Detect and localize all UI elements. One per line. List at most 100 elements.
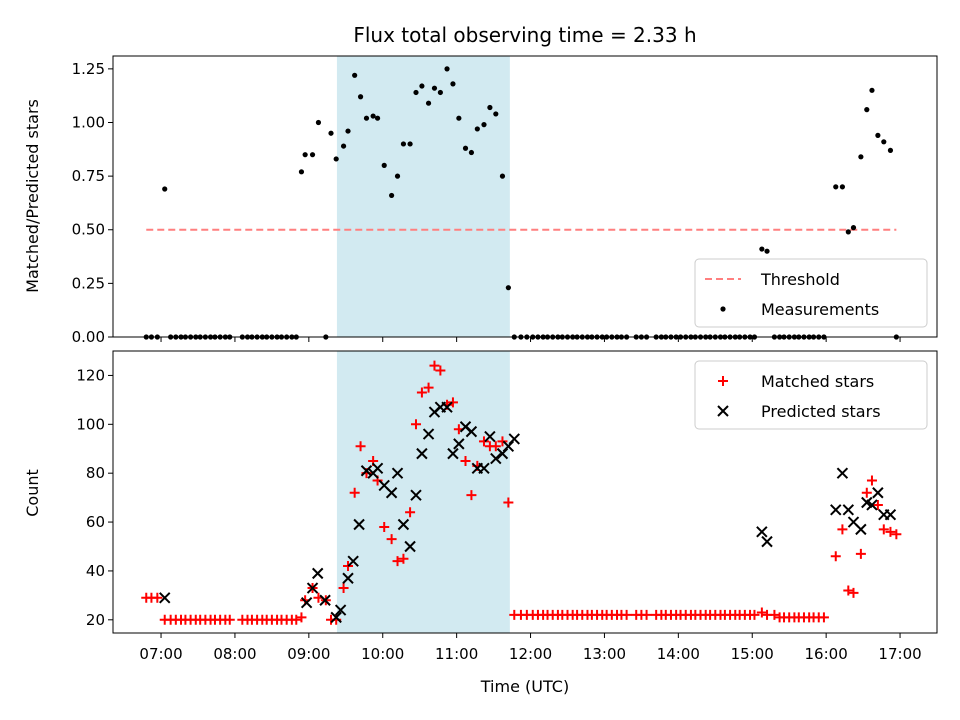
predicted-star-point — [306, 582, 319, 594]
measurement-point — [309, 152, 316, 158]
legend-matched-swatch — [718, 376, 728, 386]
measurement-point — [202, 334, 208, 340]
matched-star-point — [152, 592, 163, 603]
measurement-point — [302, 152, 308, 158]
legend-measurement-swatch — [720, 306, 726, 312]
measurement-point — [604, 334, 610, 340]
measurement-point — [413, 89, 419, 96]
measurement-point — [518, 334, 524, 340]
matched-star-point — [338, 583, 349, 594]
matched-star-point — [355, 441, 366, 452]
measurement-point — [638, 334, 644, 340]
measurement-point — [584, 334, 591, 340]
measurement-point — [400, 141, 407, 147]
chart-title: Flux total observing time = 2.33 h — [353, 23, 696, 47]
predicted-star-point — [385, 487, 398, 499]
matched-star-point — [830, 551, 841, 562]
predicted-star-point — [397, 518, 410, 531]
predicted-star-point — [311, 567, 324, 580]
measurement-point — [499, 173, 506, 179]
measurement-point — [227, 334, 233, 340]
matched-star-point — [349, 487, 360, 498]
measurement-point — [574, 334, 580, 340]
measurement-point — [511, 334, 517, 340]
measurement-point — [742, 334, 748, 340]
predicted-star-point — [353, 518, 365, 531]
measurement-point — [197, 334, 203, 340]
measurement-point — [212, 334, 218, 340]
x-axis-label: Time (UTC) — [480, 677, 569, 696]
measurement-point — [487, 104, 493, 111]
matched-star-point — [843, 585, 854, 596]
x-tick-label: 08:00 — [213, 645, 256, 663]
top-y-axis-label: Matched/Predicted stars — [23, 99, 42, 293]
predicted-star-point — [410, 489, 422, 501]
measurement-point — [816, 334, 822, 340]
measurement-point — [875, 132, 881, 138]
matched-star-point — [837, 524, 848, 535]
measurement-point — [259, 334, 265, 340]
predicted-star-point — [761, 535, 773, 548]
measurement-point — [806, 334, 812, 340]
measurement-point — [328, 130, 334, 136]
matched-star-point — [405, 507, 416, 518]
measurement-point — [570, 334, 576, 340]
measurement-point — [244, 334, 251, 340]
measurement-point — [609, 334, 615, 340]
measurement-point — [493, 111, 499, 117]
measurement-point — [833, 184, 839, 190]
matched-star-point — [410, 419, 421, 430]
matched-star-point — [891, 529, 902, 540]
measurement-point — [614, 334, 620, 340]
measurement-point — [599, 334, 605, 340]
x-tick-label: 07:00 — [139, 645, 182, 663]
predicted-star-point — [441, 401, 453, 413]
measurement-point — [786, 334, 792, 340]
predicted-star-point — [319, 594, 331, 606]
measurement-point — [707, 334, 713, 340]
measurement-point — [193, 334, 199, 340]
measurement-point — [456, 115, 462, 121]
matched-star-point — [466, 490, 477, 501]
legend-label: Threshold — [760, 270, 840, 289]
matched-star-point — [435, 365, 446, 376]
measurement-point — [653, 334, 659, 340]
measurement-point — [663, 334, 669, 340]
measurement-point — [207, 334, 214, 340]
ratio-panel: 0.00 0.25 0.50 0.75 1.00 1.25 Threshold Measure… — [72, 55, 938, 346]
predicted-star-point — [422, 428, 435, 440]
measurement-point — [712, 334, 718, 340]
predicted-star-point — [465, 425, 478, 438]
x-tick-label: 10:00 — [361, 645, 404, 663]
measurement-point — [555, 334, 561, 340]
matched-star-point — [878, 524, 889, 535]
matched-star-point — [429, 360, 440, 371]
x-tick-label: 12:00 — [509, 645, 552, 663]
measurement-point — [425, 100, 432, 106]
matched-star-point — [621, 609, 632, 620]
measurement-point — [618, 334, 625, 340]
measurement-point — [444, 66, 450, 72]
measurement-point — [839, 184, 846, 190]
measurement-point — [845, 229, 851, 235]
matched-star-point — [478, 436, 489, 447]
legend-label: Predicted stars — [761, 402, 881, 421]
measurement-point — [481, 122, 487, 128]
matched-star-point — [818, 612, 829, 623]
x-tick-label: 15:00 — [731, 645, 774, 663]
predicted-star-point — [836, 467, 849, 479]
matched-star-point — [296, 612, 307, 623]
measurement-point — [178, 334, 184, 340]
measurement-point — [431, 85, 438, 91]
y-tick-label: 80 — [86, 464, 105, 482]
measurement-point — [759, 246, 765, 252]
measurement-point — [187, 334, 194, 340]
measurement-point — [357, 94, 364, 100]
legend: Threshold Measurements — [694, 258, 928, 328]
y-tick-label: 1.00 — [72, 113, 105, 131]
matched-star-point — [416, 387, 427, 398]
measurement-point — [722, 334, 728, 340]
measurement-point — [564, 334, 571, 340]
predicted-star-point — [866, 499, 878, 511]
measurement-point — [544, 334, 551, 340]
